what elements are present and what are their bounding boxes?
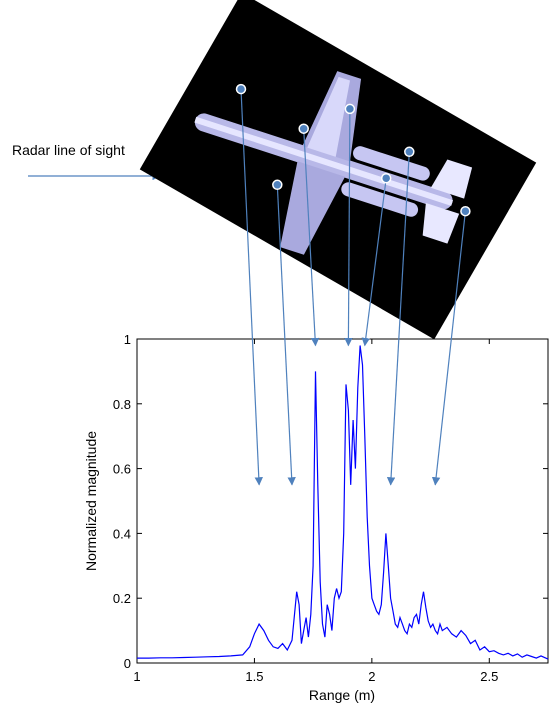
x-tick-label: 1 <box>133 669 140 684</box>
aircraft-image <box>139 0 537 340</box>
scattering-center-dot-icon <box>380 172 392 184</box>
scattering-center-dot-icon <box>460 205 471 217</box>
x-axis: 1 1.5 2 2.5 <box>133 339 498 684</box>
callout-arrow <box>361 178 387 347</box>
y-tick-label: 0.8 <box>113 397 131 412</box>
y-tick-label: 1 <box>124 332 131 347</box>
scattering-center-dot-icon <box>298 123 309 134</box>
y-axis: 0 0.2 0.4 0.6 0.8 1 <box>113 332 548 671</box>
radar-line-of-sight-label: Radar line of sight <box>12 142 125 158</box>
x-tick-label: 1.5 <box>245 669 263 684</box>
y-axis-label: Normalized magnitude <box>83 431 99 571</box>
y-tick-label: 0.2 <box>113 591 131 606</box>
x-tick-label: 2.5 <box>480 669 498 684</box>
y-tick-label: 0.6 <box>113 462 131 477</box>
y-tick-label: 0.4 <box>113 526 131 541</box>
x-axis-label: Range (m) <box>309 687 375 703</box>
scattering-center-dot-icon <box>344 103 356 115</box>
series-line <box>137 345 549 660</box>
callout-arrow <box>276 184 296 486</box>
callout-arrow <box>303 128 320 347</box>
callout-layer <box>235 83 471 486</box>
x-tick-label: 2 <box>368 669 375 684</box>
y-tick-label: 0 <box>124 656 131 671</box>
scattering-center-dot-icon <box>272 179 283 191</box>
scattering-center-dot-icon <box>235 83 247 95</box>
aircraft-top-view-icon <box>194 71 473 255</box>
plot-area <box>136 338 549 664</box>
callout-arrow <box>344 108 353 347</box>
series-layer <box>137 345 549 660</box>
scattering-center-dot-icon <box>404 146 415 158</box>
callout-arrow <box>240 89 263 486</box>
callout-arrow <box>386 151 410 486</box>
callout-arrow <box>431 211 466 486</box>
plot-frame <box>136 338 549 664</box>
